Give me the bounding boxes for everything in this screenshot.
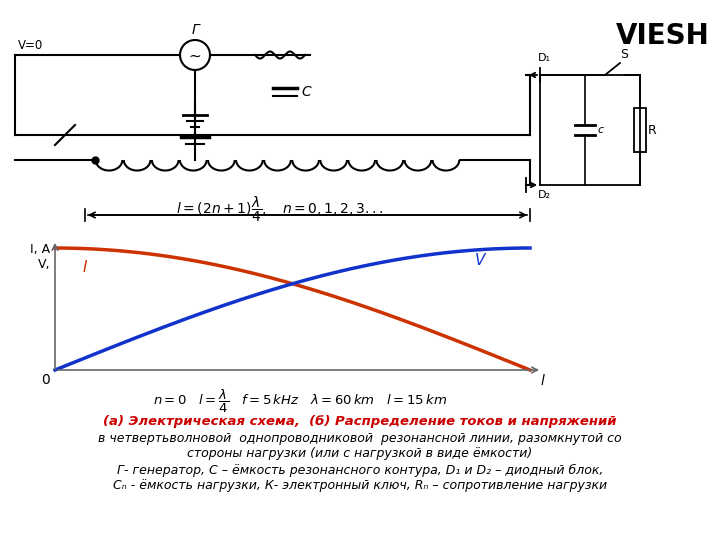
Text: V: V xyxy=(475,253,485,268)
Text: V=0: V=0 xyxy=(18,39,43,52)
Bar xyxy=(634,108,646,152)
Text: Г- генератор, С – ёмкость резонансного контура, D₁ и D₂ – диодный блок,
Cₙ - ёмк: Г- генератор, С – ёмкость резонансного к… xyxy=(113,464,607,492)
Text: Г: Г xyxy=(191,23,199,37)
Text: VIESH: VIESH xyxy=(616,22,710,50)
Text: (а) Электрическая схема,  (б) Распределение токов и напряжений: (а) Электрическая схема, (б) Распределен… xyxy=(103,415,617,428)
Text: ∼: ∼ xyxy=(189,49,202,64)
Text: I, A
V,: I, A V, xyxy=(30,243,50,271)
Text: $l = (2n+1)\dfrac{\lambda}{4},$   $n = 0,1, 2, 3...$: $l = (2n+1)\dfrac{\lambda}{4},$ $n = 0,1… xyxy=(176,195,384,224)
Text: c: c xyxy=(597,125,603,135)
Text: 0: 0 xyxy=(41,373,50,387)
Text: $n = 0$   $l = \dfrac{\lambda}{4}$   $f = 5\,kHz$   $\lambda = 60\,km$   $l = 15: $n = 0$ $l = \dfrac{\lambda}{4}$ $f = 5\… xyxy=(153,388,447,415)
Text: в четвертьволновой  однопроводниковой  резонансной линии, разомкнутой со
стороны: в четвертьволновой однопроводниковой рез… xyxy=(98,432,622,460)
Text: $l$: $l$ xyxy=(540,373,546,388)
Text: R: R xyxy=(648,124,657,137)
Text: S: S xyxy=(620,48,628,61)
Text: D₂: D₂ xyxy=(538,190,551,200)
Text: C: C xyxy=(301,85,311,99)
Text: I: I xyxy=(83,260,88,275)
Text: D₁: D₁ xyxy=(538,53,551,63)
